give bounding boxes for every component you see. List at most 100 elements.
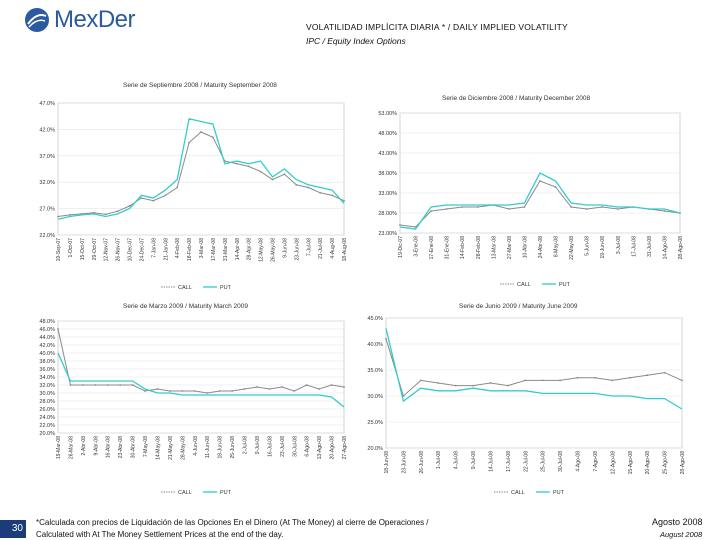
legend-label-call: CALL (511, 490, 525, 496)
x-tick-label: 9-Jul-08 (471, 451, 477, 469)
y-tick-label: 23.00% (378, 231, 397, 237)
x-tick-label: 26-Mar-08 (68, 436, 74, 459)
data-point-call (646, 374, 649, 377)
x-tick-label: 15-Oct-07 (80, 238, 86, 260)
x-tick-label: 5-Jun-08 (585, 236, 591, 256)
y-tick-label: 34.0% (39, 375, 55, 381)
y-tick-label: 28.00% (378, 211, 397, 217)
x-tick-label: 18-Jun-08 (218, 436, 224, 459)
x-tick-label: 25-Jul-08 (541, 451, 547, 472)
x-tick-label: 23-Jun-08 (294, 238, 300, 261)
data-point-call (330, 384, 333, 386)
x-tick-label: 15-Ago-08 (628, 451, 634, 475)
data-point-call (472, 384, 474, 387)
x-tick-label: 9-Jun-08 (282, 238, 288, 258)
data-point-call (188, 141, 190, 144)
x-tick-label: 22-May-08 (569, 236, 575, 260)
x-tick-label: 19-Dic-07 (398, 236, 404, 258)
x-tick-label: 27-Mar-08 (507, 236, 513, 259)
data-point-call (206, 392, 209, 394)
x-tick-label: 31-Mar-08 (223, 238, 229, 261)
chart-title: Serie de Septiembre 2008 / Maturity Sept… (123, 82, 277, 89)
chart-december-2008: Serie de Diciembre 2008 / Maturity Decem… (378, 95, 684, 288)
y-tick-label: 22.0% (39, 233, 55, 239)
x-tick-label: 17-Jul-08 (506, 451, 512, 472)
data-point-call (69, 214, 71, 216)
data-point-call (268, 388, 271, 390)
chart-title: Serie de Diciembre 2008 / Maturity Decem… (442, 95, 591, 102)
data-point-call (454, 384, 457, 387)
x-tick-label: 3-Ene-08 (414, 236, 420, 257)
date-english: August 2008 (660, 530, 703, 539)
data-point-call (57, 328, 59, 330)
legend-label-call: CALL (517, 282, 531, 288)
data-point-call (681, 379, 683, 382)
x-tick-label: 18-Feb-08 (187, 238, 193, 261)
legend-label-call: CALL (178, 285, 192, 291)
data-point-call (539, 180, 541, 182)
x-tick-label: 13-Ago-08 (317, 436, 323, 460)
data-point-call (628, 376, 631, 379)
data-point-call (576, 376, 579, 379)
data-point-call (318, 388, 321, 390)
y-tick-label: 26.0% (39, 407, 55, 413)
x-tick-label: 1-Oct-07 (68, 238, 74, 258)
x-tick-label: 25-Ago-08 (663, 451, 669, 475)
x-tick-label: 18-Jun-08 (384, 451, 390, 474)
x-tick-label: 13-Mar-08 (491, 236, 497, 259)
chart-title: Serie de Junio 2009 / Maturity June 2009 (459, 303, 578, 310)
x-tick-label: 19-Mar-08 (56, 436, 62, 459)
series-line-put (385, 328, 683, 410)
data-point-call (611, 379, 614, 382)
y-tick-label: 47.0% (39, 101, 55, 107)
x-tick-label: 26-May-08 (271, 238, 277, 262)
y-tick-label: 37.0% (39, 154, 55, 160)
page-number: 30 (0, 520, 26, 538)
data-point-call (430, 210, 433, 212)
data-point-call (247, 165, 250, 168)
data-point-call (343, 199, 345, 202)
y-tick-label: 45.0% (367, 316, 383, 322)
logo-text: MexDer (54, 6, 136, 33)
legend-label-put: PUT (220, 490, 232, 496)
data-point-call (104, 213, 107, 216)
x-tick-label: 1-Jul-08 (436, 451, 442, 469)
series-line-call (57, 328, 345, 394)
x-tick-label: 8-May-08 (554, 236, 560, 257)
x-tick-label: 28-Ago-08 (680, 451, 686, 475)
x-tick-label: 6-Ago-08 (305, 436, 311, 457)
date-spanish: Agosto 2008 (652, 517, 703, 527)
data-point-call (256, 386, 258, 388)
x-tick-label: 14-Jul-08 (488, 451, 494, 472)
y-tick-label: 48.00% (378, 131, 397, 137)
x-tick-label: 10-Abr-08 (522, 236, 528, 258)
y-tick-label: 44.0% (39, 335, 55, 341)
data-point-call (594, 376, 596, 379)
x-tick-label: 28-May-08 (180, 436, 186, 460)
y-tick-label: 48.0% (39, 319, 55, 325)
series-line-put (399, 172, 681, 230)
y-tick-label: 30.0% (39, 391, 55, 397)
data-point-call (524, 379, 527, 382)
data-point-call (283, 173, 286, 176)
y-tick-label: 40.0% (367, 342, 383, 348)
y-tick-label: 42.0% (39, 343, 55, 349)
data-point-call (585, 208, 588, 210)
data-point-call (295, 183, 298, 186)
data-point-call (106, 384, 109, 386)
x-tick-label: 21-Jul-08 (318, 238, 324, 259)
series-line-call (385, 338, 683, 397)
x-tick-label: 12-Ago-08 (610, 451, 616, 475)
data-point-call (212, 136, 214, 139)
data-point-call (271, 178, 274, 181)
x-tick-label: 27-Ago-08 (342, 436, 348, 460)
legend-label-put: PUT (220, 285, 232, 291)
footnote-english: Calculated with At The Money Settlement … (36, 530, 284, 539)
data-point-call (541, 379, 544, 382)
x-tick-label: 12-Nov-07 (104, 238, 110, 262)
data-point-call (399, 224, 401, 226)
x-tick-label: 26-Jun-08 (419, 451, 425, 474)
legend-label-put: PUT (559, 282, 571, 288)
x-tick-label: 19-Sep-07 (56, 238, 62, 262)
x-tick-label: 30-Jul-08 (292, 436, 298, 457)
